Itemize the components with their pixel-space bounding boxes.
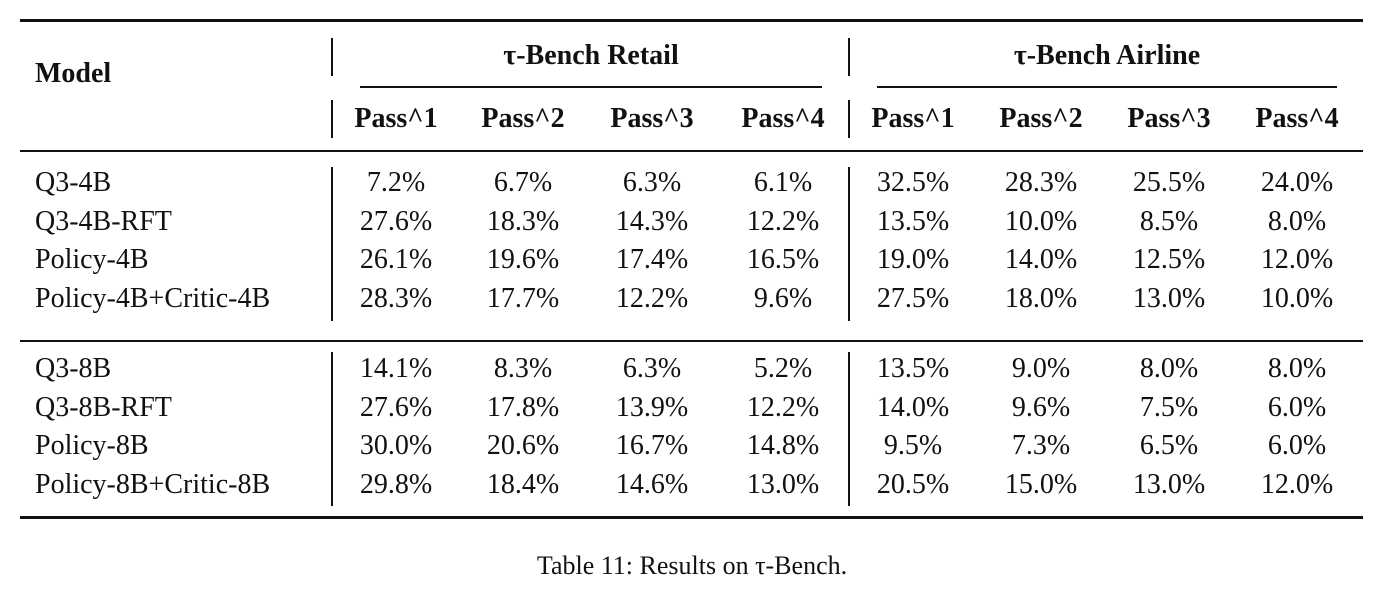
cell: 15.0% bbox=[1004, 468, 1078, 500]
cell: 6.1% bbox=[753, 167, 813, 198]
model-name: Q3-8B-RFT bbox=[35, 391, 172, 423]
cell: 18.0% bbox=[1004, 282, 1078, 314]
column-header: Pass^4 bbox=[741, 103, 825, 134]
cell: 30.0% bbox=[359, 430, 433, 461]
cell: 9.5% bbox=[883, 430, 943, 461]
cell: 14.8% bbox=[746, 430, 820, 461]
column-header: Pass^2 bbox=[481, 103, 565, 134]
cell: 6.0% bbox=[1267, 391, 1327, 423]
cell: 8.3% bbox=[493, 353, 553, 384]
vertical-bar bbox=[848, 100, 850, 138]
vertical-bar bbox=[331, 167, 333, 321]
cell: 27.6% bbox=[359, 205, 433, 237]
model-name: Policy-8B bbox=[35, 430, 149, 461]
cell: 19.0% bbox=[876, 244, 950, 275]
column-header: Pass^3 bbox=[1127, 103, 1211, 134]
cell: 29.8% bbox=[359, 468, 433, 500]
cell: 12.2% bbox=[615, 282, 689, 314]
cell: 13.9% bbox=[615, 391, 689, 423]
cell: 9.0% bbox=[1011, 353, 1071, 384]
cell: 9.6% bbox=[1011, 391, 1071, 423]
cell: 27.5% bbox=[876, 282, 950, 314]
vertical-bar bbox=[848, 38, 850, 76]
cell: 6.5% bbox=[1139, 430, 1199, 461]
mid-rule bbox=[20, 150, 1363, 152]
vertical-bar bbox=[331, 38, 333, 76]
cell: 12.2% bbox=[746, 205, 820, 237]
cell: 27.6% bbox=[359, 391, 433, 423]
cell: 10.0% bbox=[1004, 205, 1078, 237]
model-name: Q3-4B-RFT bbox=[35, 205, 172, 237]
cell: 8.0% bbox=[1139, 353, 1199, 384]
cell: 5.2% bbox=[753, 353, 813, 384]
cell: 12.2% bbox=[746, 391, 820, 423]
group-title: τ-Bench Airline bbox=[1013, 40, 1201, 71]
group-underline bbox=[877, 86, 1337, 88]
model-name: Policy-8B+Critic-8B bbox=[35, 468, 271, 500]
group-underline bbox=[360, 86, 822, 88]
cell: 10.0% bbox=[1260, 282, 1334, 314]
cell: 25.5% bbox=[1132, 167, 1206, 198]
column-header: Pass^2 bbox=[999, 103, 1083, 134]
vertical-bar bbox=[331, 352, 333, 506]
column-header: Pass^1 bbox=[871, 103, 955, 134]
cell: 6.3% bbox=[622, 353, 682, 384]
top-rule bbox=[20, 19, 1363, 22]
model-name: Q3-8B bbox=[35, 353, 112, 384]
cell: 18.4% bbox=[486, 468, 560, 500]
caption: Table 11: Results on τ-Bench. bbox=[536, 551, 848, 580]
cell: 24.0% bbox=[1260, 167, 1334, 198]
cell: 7.3% bbox=[1011, 430, 1071, 461]
cell: 19.6% bbox=[486, 244, 560, 275]
column-header: Pass^4 bbox=[1255, 103, 1339, 134]
cell: 14.6% bbox=[615, 468, 689, 500]
cell: 14.0% bbox=[1004, 244, 1078, 275]
group-title: τ-Bench Retail bbox=[503, 40, 679, 71]
cell: 13.0% bbox=[1132, 468, 1206, 500]
cell: 12.5% bbox=[1132, 244, 1206, 275]
cell: 20.5% bbox=[876, 468, 950, 500]
cell: 28.3% bbox=[359, 282, 433, 314]
section-rule bbox=[20, 340, 1363, 342]
cell: 7.2% bbox=[366, 167, 426, 198]
cell: 17.7% bbox=[486, 282, 560, 314]
cell: 6.7% bbox=[493, 167, 553, 198]
cell: 28.3% bbox=[1004, 167, 1078, 198]
model-name: Policy-4B+Critic-4B bbox=[35, 282, 271, 314]
column-header: Pass^1 bbox=[354, 103, 438, 134]
model-header: Model bbox=[35, 58, 112, 89]
column-header: Pass^3 bbox=[610, 103, 694, 134]
cell: 6.3% bbox=[622, 167, 682, 198]
cell: 14.3% bbox=[615, 205, 689, 237]
model-name: Policy-4B bbox=[35, 244, 149, 275]
cell: 17.8% bbox=[486, 391, 560, 423]
cell: 13.5% bbox=[876, 353, 950, 384]
cell: 7.5% bbox=[1139, 391, 1199, 423]
cell: 26.1% bbox=[359, 244, 433, 275]
cell: 14.0% bbox=[876, 391, 950, 423]
cell: 13.5% bbox=[876, 205, 950, 237]
cell: 18.3% bbox=[486, 205, 560, 237]
model-name: Q3-4B bbox=[35, 167, 112, 198]
vertical-bar bbox=[848, 167, 850, 321]
cell: 12.0% bbox=[1260, 244, 1334, 275]
cell: 17.4% bbox=[615, 244, 689, 275]
cell: 13.0% bbox=[746, 468, 820, 500]
cell: 8.0% bbox=[1267, 353, 1327, 384]
cell: 8.0% bbox=[1267, 205, 1327, 237]
cell: 8.5% bbox=[1139, 205, 1199, 237]
cell: 16.7% bbox=[615, 430, 689, 461]
cell: 20.6% bbox=[486, 430, 560, 461]
cell: 16.5% bbox=[746, 244, 820, 275]
bottom-rule bbox=[20, 516, 1363, 519]
cell: 14.1% bbox=[359, 353, 433, 384]
cell: 32.5% bbox=[876, 167, 950, 198]
cell: 13.0% bbox=[1132, 282, 1206, 314]
cell: 6.0% bbox=[1267, 430, 1327, 461]
vertical-bar bbox=[848, 352, 850, 506]
vertical-bar bbox=[331, 100, 333, 138]
cell: 12.0% bbox=[1260, 468, 1334, 500]
cell: 9.6% bbox=[753, 282, 813, 314]
